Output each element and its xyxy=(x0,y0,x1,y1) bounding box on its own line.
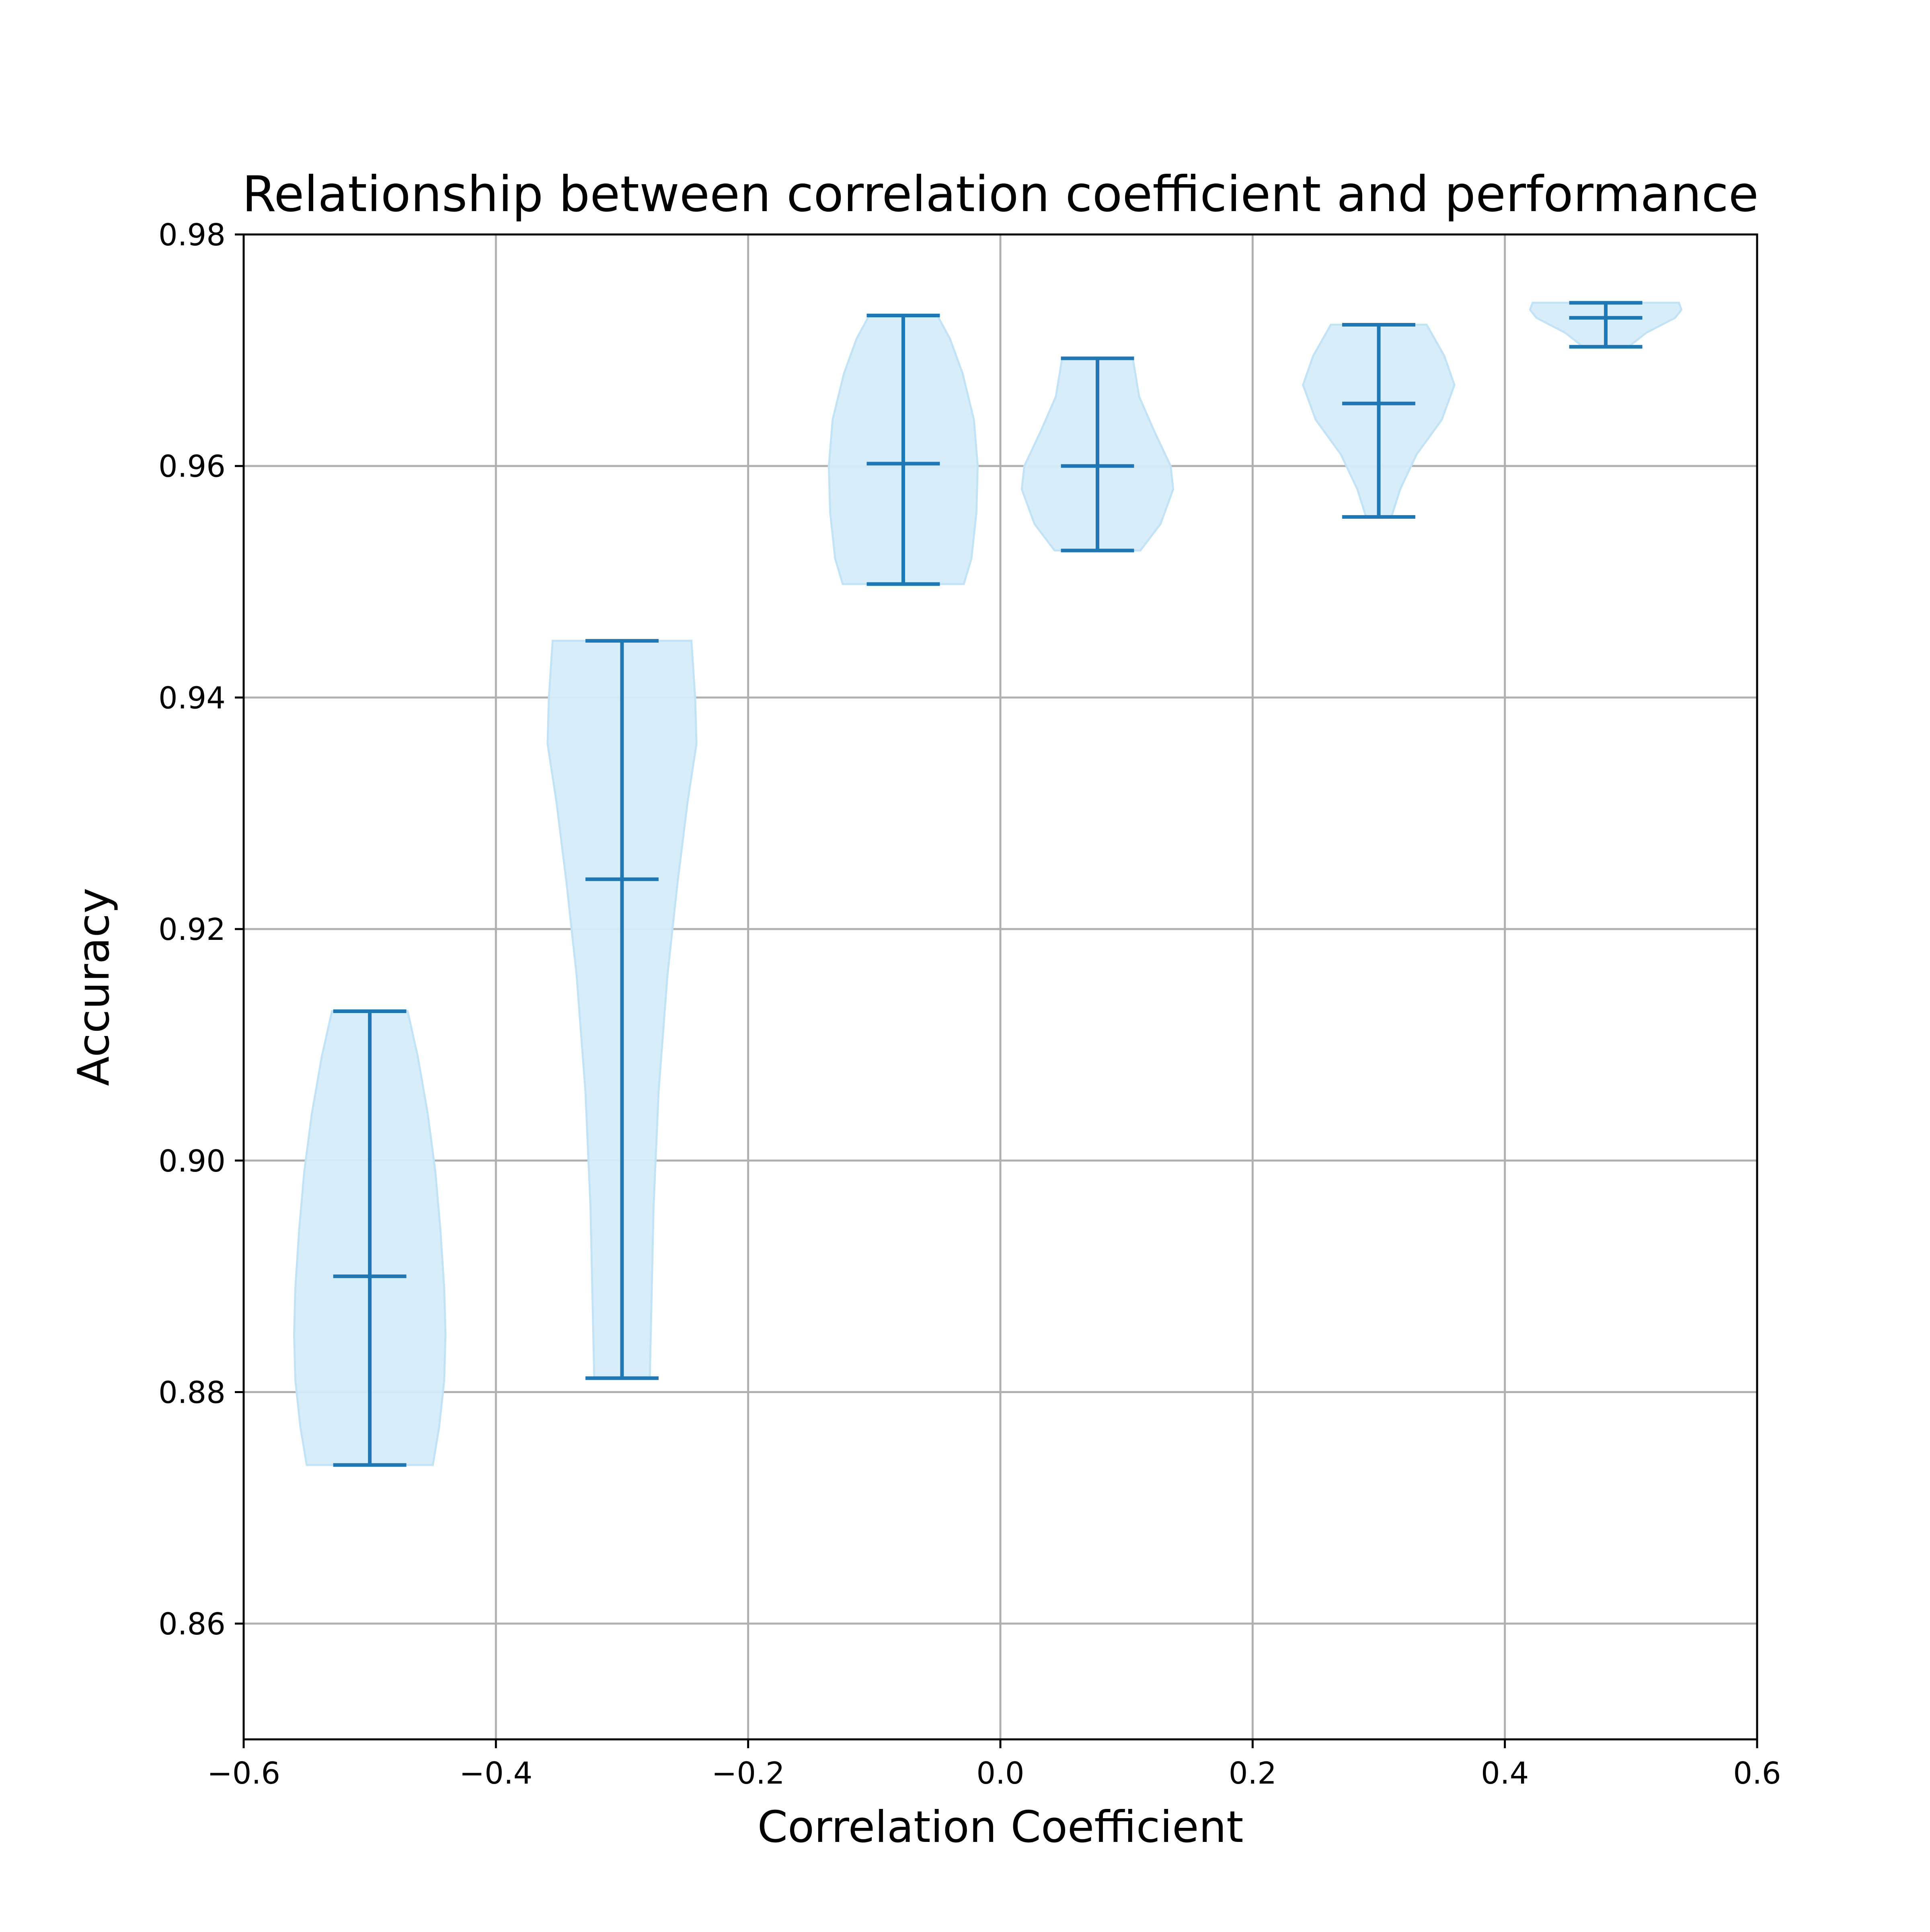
x-tick-label: 0.0 xyxy=(976,1755,1024,1791)
y-tick-label: 0.96 xyxy=(158,449,226,484)
violins xyxy=(293,302,1683,1466)
ticks: −0.6 −0.4 −0.2 0.0 0.2 0.4 0.6 0.86 0.88 0.90 0.92… xyxy=(158,217,1781,1791)
x-tick-label: 0.4 xyxy=(1481,1755,1529,1791)
x-axis-label: Correlation Coefficient xyxy=(758,1802,1244,1852)
y-tick-label: 0.86 xyxy=(158,1606,226,1642)
x-tick-label: 0.2 xyxy=(1229,1755,1277,1791)
x-tick-label: −0.2 xyxy=(712,1755,785,1791)
y-tick-label: 0.92 xyxy=(158,912,226,947)
y-tick-label: 0.94 xyxy=(158,680,226,715)
y-tick-label: 0.88 xyxy=(158,1375,226,1410)
x-tick-label: −0.6 xyxy=(207,1755,280,1791)
y-tick-label: 0.98 xyxy=(158,217,226,253)
x-tick-label: 0.6 xyxy=(1733,1755,1781,1791)
grid xyxy=(244,234,1757,1739)
y-tick-label: 0.90 xyxy=(158,1143,226,1179)
x-tick-label: −0.4 xyxy=(459,1755,532,1791)
violin-stat-lines xyxy=(333,301,1643,1467)
chart-title: Relationship between correlation coeffic… xyxy=(242,166,1759,223)
y-axis-label: Accuracy xyxy=(69,888,119,1086)
